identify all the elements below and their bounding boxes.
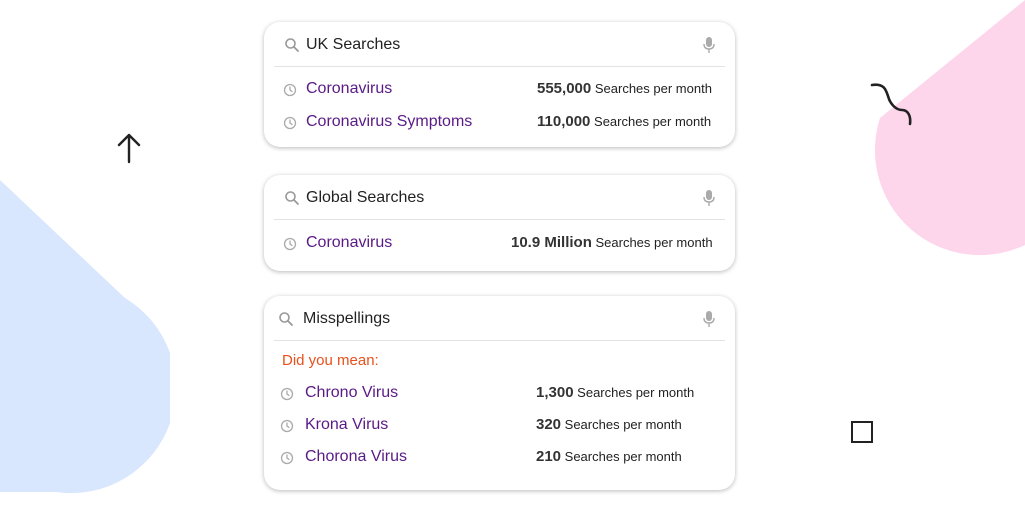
search-card-uk: UK Searches Coronavirus 555,000 Searches… bbox=[264, 22, 735, 147]
history-clock-icon bbox=[283, 116, 297, 130]
search-count: 320 bbox=[536, 416, 562, 433]
did-you-mean-label: Did you mean: bbox=[282, 352, 379, 369]
search-count: 110,000 bbox=[537, 113, 591, 130]
search-volume: 1,300 Searches per month bbox=[536, 384, 694, 401]
microphone-icon[interactable] bbox=[703, 310, 715, 328]
history-clock-icon bbox=[280, 451, 294, 465]
search-count: 210 bbox=[536, 448, 562, 465]
pink-blob bbox=[874, 0, 1025, 256]
suggestion-row[interactable]: Coronavirus 10.9 Million Searches per mo… bbox=[264, 234, 735, 256]
search-card-global: Global Searches Coronavirus 10.9 Million… bbox=[264, 175, 735, 271]
suggestion-row[interactable]: Coronavirus Symptoms 110,000 Searches pe… bbox=[264, 113, 735, 135]
microphone-icon[interactable] bbox=[703, 189, 715, 207]
search-term[interactable]: Chorona Virus bbox=[305, 448, 407, 465]
blue-blob bbox=[0, 180, 170, 494]
search-unit: Searches per month bbox=[594, 81, 712, 96]
search-count: 1,300 bbox=[536, 384, 574, 401]
search-term[interactable]: Coronavirus bbox=[306, 234, 393, 251]
search-box[interactable]: UK Searches bbox=[274, 22, 725, 67]
search-unit: Searches per month bbox=[564, 449, 682, 464]
search-query: Misspellings bbox=[303, 310, 391, 327]
history-clock-icon bbox=[280, 419, 294, 433]
search-unit: Searches per month bbox=[577, 385, 695, 400]
search-term[interactable]: Coronavirus Symptoms bbox=[306, 113, 473, 130]
search-icon bbox=[279, 312, 293, 326]
squiggle-icon bbox=[870, 83, 912, 126]
search-volume: 210 Searches per month bbox=[536, 448, 682, 465]
up-arrow-icon bbox=[117, 133, 141, 164]
search-icon bbox=[285, 38, 299, 52]
search-volume: 555,000 Searches per month bbox=[537, 80, 712, 97]
search-card-misspellings: Misspellings Did you mean: Chrono Virus … bbox=[264, 296, 735, 490]
history-clock-icon bbox=[283, 83, 297, 97]
suggestion-row[interactable]: Krona Virus 320 Searches per month bbox=[264, 416, 735, 438]
search-term[interactable]: Krona Virus bbox=[305, 416, 389, 433]
search-box[interactable]: Misspellings bbox=[274, 296, 725, 341]
history-clock-icon bbox=[283, 237, 297, 251]
suggestion-row[interactable]: Chorona Virus 210 Searches per month bbox=[264, 448, 735, 470]
search-term[interactable]: Chrono Virus bbox=[305, 384, 399, 401]
search-volume: 110,000 Searches per month bbox=[537, 113, 711, 130]
suggestion-row[interactable]: Chrono Virus 1,300 Searches per month bbox=[264, 384, 735, 406]
square-outline-icon bbox=[851, 421, 873, 443]
history-clock-icon bbox=[280, 387, 294, 401]
search-count: 10.9 Million bbox=[511, 234, 592, 251]
search-box[interactable]: Global Searches bbox=[274, 175, 725, 220]
search-count: 555,000 bbox=[537, 80, 592, 97]
search-query: Global Searches bbox=[306, 189, 425, 206]
search-volume: 10.9 Million Searches per month bbox=[511, 234, 713, 251]
search-unit: Searches per month bbox=[594, 114, 712, 129]
microphone-icon[interactable] bbox=[703, 36, 715, 54]
search-unit: Searches per month bbox=[564, 417, 682, 432]
search-term[interactable]: Coronavirus bbox=[306, 80, 393, 97]
search-unit: Searches per month bbox=[595, 235, 713, 250]
search-volume: 320 Searches per month bbox=[536, 416, 682, 433]
search-query: UK Searches bbox=[306, 36, 401, 53]
search-icon bbox=[285, 191, 299, 205]
suggestion-row[interactable]: Coronavirus 555,000 Searches per month bbox=[264, 80, 735, 102]
